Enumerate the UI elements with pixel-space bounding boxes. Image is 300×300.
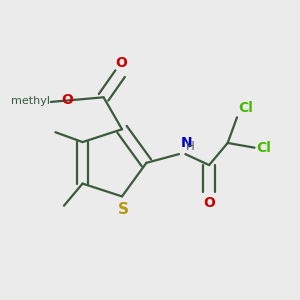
Text: H: H <box>186 140 195 153</box>
Text: Cl: Cl <box>238 101 253 115</box>
Text: O: O <box>203 196 215 210</box>
Text: O: O <box>115 56 127 70</box>
Text: S: S <box>118 202 129 217</box>
Text: methyl: methyl <box>11 96 50 106</box>
Text: Cl: Cl <box>256 141 271 155</box>
Text: N: N <box>181 136 192 150</box>
Text: O: O <box>61 93 73 107</box>
